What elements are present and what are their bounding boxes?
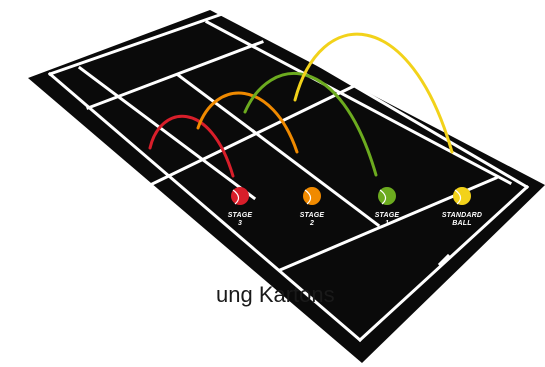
center-service-line-near [250, 128, 381, 228]
trajectory-stage-2 [196, 91, 299, 154]
ball-stage-1-icon [378, 187, 396, 205]
ball-label-standard-line1: STANDARD [441, 212, 483, 219]
ball-stage-2-icon [303, 187, 321, 205]
singles-line-left [77, 65, 257, 201]
baseline-far [48, 10, 230, 76]
trajectory-stage-1 [243, 71, 378, 177]
ball-trajectories [148, 32, 454, 178]
court-surface [28, 10, 545, 363]
service-line-far [86, 40, 264, 110]
ball-label-stage-3-line1: STAGE [227, 212, 253, 219]
caption-text: ung Kartons [216, 282, 335, 307]
sideline-left [47, 71, 363, 343]
court-lines [47, 9, 530, 343]
ball-label-stage-3-line2: 3 [237, 220, 243, 227]
ball-label-stage-1-line1: STAGE [374, 212, 400, 219]
ball-label-stage-2-line1: STAGE [299, 212, 325, 219]
ball-stage-3-icon [231, 187, 249, 205]
ball-label-stage-2: STAGE 2 [272, 212, 352, 228]
sideline-right [225, 9, 530, 190]
trajectory-standard-ball [293, 32, 454, 154]
net-line [141, 83, 357, 191]
ball-label-standard: STANDARD BALL [422, 212, 502, 228]
ball-standard-icon [453, 187, 471, 205]
trajectory-stage-3 [148, 114, 235, 178]
center-mark [437, 253, 451, 267]
ball-label-stage-3: STAGE 3 [200, 212, 280, 228]
ball-label-stage-2-line2: 2 [309, 220, 315, 227]
singles-line-right [204, 19, 513, 186]
baseline-near [357, 184, 530, 343]
ball-label-standard-line2: BALL [452, 220, 472, 227]
ball-label-stage-1: STAGE 1 [347, 212, 427, 228]
ball-label-stage-1-line2: 1 [384, 220, 390, 227]
